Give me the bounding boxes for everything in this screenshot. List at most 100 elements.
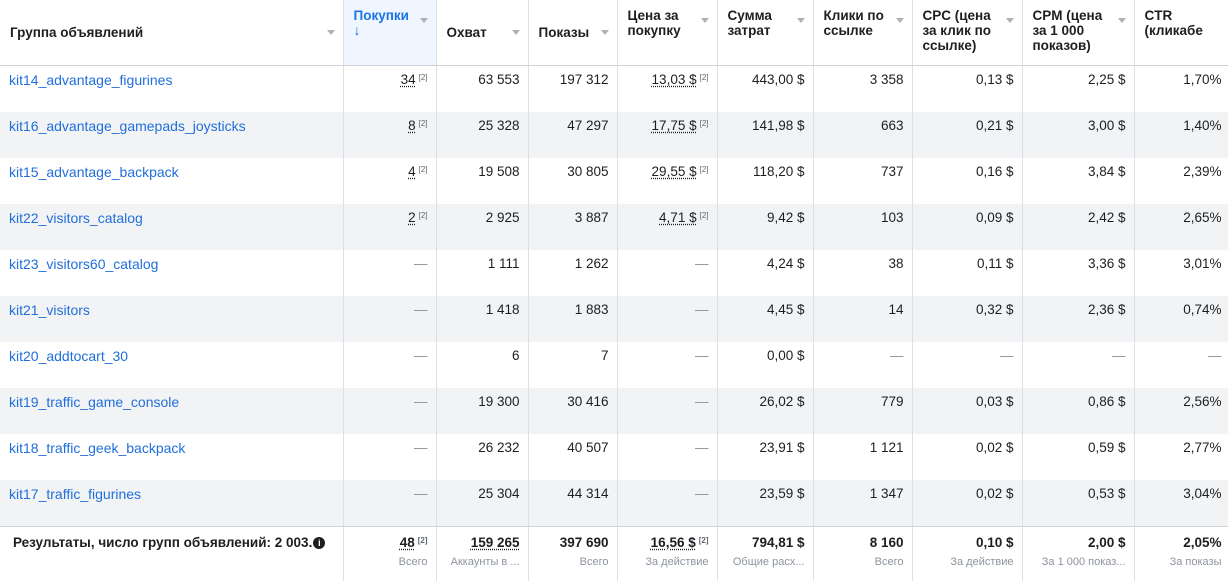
cell-value: 0,02 $ — [975, 485, 1014, 501]
column-header-cpm[interactable]: CPM (цена за 1 000 показов) — [1022, 0, 1135, 66]
column-header-label: Охват — [447, 25, 508, 40]
table-header-row: Группа объявлений Покупки ↓ Охват Показы Цена… — [0, 0, 1228, 66]
chevron-down-icon[interactable] — [796, 18, 805, 23]
ad-set-link[interactable]: kit20_addtocart_30 — [9, 347, 129, 364]
cell-value: 38 — [888, 255, 904, 271]
cell-value: 3 887 — [574, 209, 609, 225]
total-value-line: 16,56 $ [2] — [618, 535, 709, 550]
chevron-down-icon[interactable] — [700, 18, 709, 23]
chevron-down-icon[interactable] — [511, 30, 520, 35]
ad-set-link[interactable]: kit16_advantage_gamepads_joysticks — [9, 117, 246, 134]
empty-value: — — [414, 439, 428, 455]
ad-set-name-cell: kit19_traffic_game_console — [0, 387, 344, 434]
column-header-reach[interactable]: Охват — [436, 0, 529, 66]
ctr-cell: 2,65% — [1134, 203, 1228, 250]
footnote-marker[interactable]: [2] — [699, 210, 709, 220]
amount-spent-cell: 23,59 $ — [717, 479, 814, 526]
total-caption: За показы — [1169, 555, 1222, 568]
cell-value: 19 508 — [478, 163, 520, 179]
column-header-content: CTR (кликабе — [1135, 0, 1228, 57]
chevron-down-icon[interactable] — [1117, 18, 1126, 23]
column-header-label: Группа объявлений — [10, 25, 323, 40]
cell-value: 7 — [600, 347, 609, 363]
column-header-ctr[interactable]: CTR (кликабе — [1134, 0, 1228, 66]
ad-set-link[interactable]: kit21_visitors — [9, 301, 90, 318]
footnote-marker[interactable]: [2] — [698, 535, 709, 545]
cell-value: 2 — [408, 209, 416, 225]
cell-value: 1,70% — [1183, 71, 1222, 87]
ad-set-link[interactable]: kit23_visitors60_catalog — [9, 255, 159, 272]
footnote-marker[interactable]: [2] — [417, 535, 428, 545]
table-row[interactable]: kit21_visitors — 1 418 1 883 — 4,45 $ 14 0,32 $… — [0, 295, 1228, 342]
footnote-marker[interactable]: [2] — [418, 210, 428, 220]
footnote-marker[interactable]: [2] — [699, 72, 709, 82]
chevron-down-icon[interactable] — [326, 30, 335, 35]
reach-cell: 25 328 — [436, 111, 529, 158]
link-clicks-cell: 1 347 — [813, 479, 913, 526]
ad-set-link[interactable]: kit14_advantage_figurines — [9, 71, 173, 88]
cell-value: 30 416 — [567, 393, 609, 409]
table-row[interactable]: kit16_advantage_gamepads_joysticks 8 [2] 25… — [0, 111, 1228, 158]
empty-value: — — [695, 301, 709, 317]
cell-value: 4,45 $ — [766, 301, 805, 317]
table-row[interactable]: kit17_traffic_figurines — 25 304 44 314 — 23,… — [0, 479, 1228, 526]
cell-value: 4 — [408, 163, 416, 179]
cell-value: 14 — [888, 301, 904, 317]
cell-value: 34 — [400, 71, 416, 87]
footnote-marker[interactable]: [2] — [418, 118, 428, 128]
column-header-ad-set-name[interactable]: Группа объявлений — [0, 0, 344, 66]
cell-value: 0,11 $ — [976, 255, 1014, 271]
chevron-down-icon[interactable] — [1005, 18, 1014, 23]
total-value: 8 160 — [869, 534, 904, 550]
ad-set-link[interactable]: kit15_advantage_backpack — [9, 163, 179, 180]
cpc-cell: 0,02 $ — [912, 433, 1023, 480]
cell-value: 0,09 $ — [975, 209, 1014, 225]
footnote-marker[interactable]: [2] — [418, 164, 428, 174]
column-header-cost-per-purchase[interactable]: Цена за покупку — [617, 0, 718, 66]
table-row[interactable]: kit20_addtocart_30 — 6 7 — 0,00 $ — — — — — [0, 341, 1228, 388]
column-header-purchases[interactable]: Покупки ↓ — [343, 0, 437, 66]
column-header-label: Сумма затрат — [728, 8, 793, 38]
footnote-marker[interactable]: [2] — [699, 118, 709, 128]
column-header-link-clicks[interactable]: Клики по ссылке — [813, 0, 913, 66]
column-header-impressions[interactable]: Показы — [528, 0, 618, 66]
column-header-text: Клики по ссылке — [823, 8, 884, 38]
chevron-down-icon[interactable] — [419, 18, 428, 23]
cell-value: 2,56% — [1183, 393, 1222, 409]
cell-value: 3,84 $ — [1087, 163, 1126, 179]
footnote-marker[interactable]: [2] — [418, 72, 428, 82]
cell-value: 13,03 $ — [651, 71, 697, 87]
table-row[interactable]: kit19_traffic_game_console — 19 300 30 416 —… — [0, 387, 1228, 434]
table-row[interactable]: kit22_visitors_catalog 2 [2] 2 925 3 887 4,71… — [0, 203, 1228, 250]
ad-set-link[interactable]: kit19_traffic_game_console — [9, 393, 180, 410]
info-icon[interactable]: i — [313, 536, 326, 549]
reach-cell: 6 — [436, 341, 529, 388]
column-header-content: Охват — [437, 0, 528, 64]
total-cpm-cell: 2,00 $ За 1 000 показ... — [1022, 525, 1135, 581]
chevron-down-icon[interactable] — [600, 30, 609, 35]
table-row[interactable]: kit18_traffic_geek_backpack — 26 232 40 507… — [0, 433, 1228, 480]
empty-value: — — [414, 347, 428, 363]
cpm-cell: 0,86 $ — [1022, 387, 1135, 434]
cell-value: 663 — [880, 117, 904, 133]
column-header-cpc[interactable]: CPC (цена за клик по ссылке) — [912, 0, 1023, 66]
column-header-text: Покупки — [353, 8, 409, 23]
link-clicks-cell: 38 — [813, 249, 913, 296]
table-row[interactable]: kit14_advantage_figurines 34 [2] 63 553 197 … — [0, 65, 1228, 112]
amount-spent-cell: 0,00 $ — [717, 341, 814, 388]
ad-set-link[interactable]: kit18_traffic_geek_backpack — [9, 439, 186, 456]
table-row[interactable]: kit23_visitors60_catalog — 1 111 1 262 — 4,24… — [0, 249, 1228, 296]
table-row[interactable]: kit15_advantage_backpack 4 [2] 19 508 30 805… — [0, 157, 1228, 204]
impressions-cell: 1 262 — [528, 249, 618, 296]
cpm-cell: 3,00 $ — [1022, 111, 1135, 158]
cell-value: 0,00 $ — [766, 347, 805, 363]
ad-set-link[interactable]: kit22_visitors_catalog — [9, 209, 143, 226]
footnote-marker[interactable]: [2] — [699, 164, 709, 174]
chevron-down-icon[interactable] — [895, 18, 904, 23]
ad-set-name-cell: kit20_addtocart_30 — [0, 341, 344, 388]
column-header-amount-spent[interactable]: Сумма затрат — [717, 0, 814, 66]
ad-set-link[interactable]: kit17_traffic_figurines — [9, 485, 142, 502]
cost-per-purchase-cell: — — [617, 295, 718, 342]
cell-value: 8 — [408, 117, 416, 133]
